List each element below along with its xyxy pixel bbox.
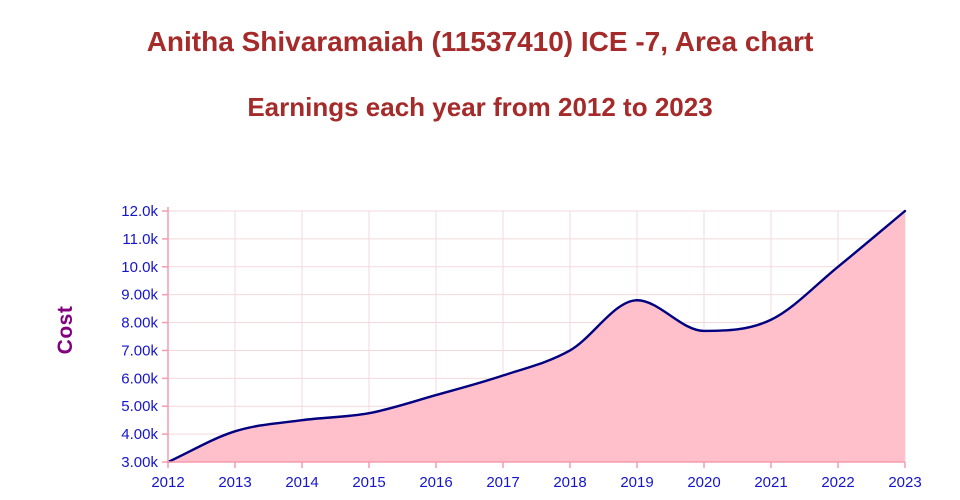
y-tick-label: 11.0k [122, 231, 158, 248]
x-tick-label: 2013 [218, 474, 251, 491]
x-tick-label: 2014 [285, 474, 318, 491]
y-tick-label: 5.00k [121, 398, 158, 415]
x-tick-label: 2022 [821, 474, 854, 491]
y-tick-label: 6.00k [121, 370, 158, 387]
y-tick-label: 12.0k [121, 203, 158, 220]
y-tick-label: 4.00k [121, 426, 158, 443]
x-tick-label: 2020 [687, 474, 720, 491]
x-tick-label: 2023 [888, 474, 921, 491]
x-tick-label: 2019 [620, 474, 653, 491]
y-tick-label: 8.00k [121, 315, 158, 332]
x-tick-label: 2021 [754, 474, 787, 491]
chart-subtitle: Earnings each year from 2012 to 2023 [247, 92, 713, 122]
x-tick-label: 2015 [352, 474, 385, 491]
y-tick-label: 9.00k [121, 287, 158, 304]
y-tick-label: 3.00k [121, 454, 158, 471]
x-tick-label: 2018 [553, 474, 586, 491]
x-tick-label: 2016 [419, 474, 452, 491]
x-tick-label: 2017 [486, 474, 519, 491]
x-tick-label: 2012 [151, 474, 184, 491]
y-tick-label: 7.00k [121, 342, 158, 359]
area-fill [168, 211, 905, 462]
chart-title: Anitha Shivaramaiah (11537410) ICE -7, A… [146, 26, 814, 57]
y-tick-label: 10.0k [121, 259, 158, 276]
series-line [166, 209, 907, 464]
